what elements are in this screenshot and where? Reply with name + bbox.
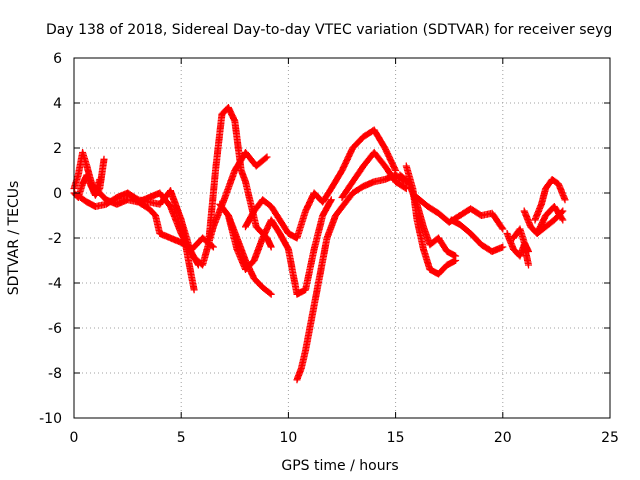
y-tick-label: -2: [48, 231, 62, 247]
x-tick-label: 25: [601, 430, 619, 446]
data-points-arc-16: [447, 216, 507, 255]
data-points-arc-6: [167, 149, 271, 269]
series-arc-9: [224, 196, 335, 298]
data-points-arc-21: [533, 207, 567, 237]
data-points-arc-7: [205, 104, 275, 251]
data-points-arc-9: [224, 196, 335, 298]
ticks: [73, 57, 611, 419]
series-arc-12: [338, 149, 410, 201]
y-tick-labels: -10 -8 -6 -4 -2 0 2 4 6: [39, 51, 62, 427]
y-tick-label: 0: [53, 186, 62, 202]
series-arc-15: [413, 194, 507, 233]
series-arc-18: [510, 225, 532, 255]
x-tick-label: 10: [279, 430, 297, 446]
data-layer: [70, 104, 569, 384]
series-arc-21: [533, 207, 567, 237]
series-arc-10: [242, 126, 400, 242]
data-points-arc-15: [413, 194, 507, 233]
x-tick-label: 0: [70, 430, 79, 446]
series-arc-7: [205, 104, 275, 251]
x-tick-labels: 0 5 10 15 20 25: [70, 430, 619, 446]
data-points-arc-18: [510, 225, 532, 255]
y-tick-label: -10: [39, 411, 62, 427]
y-tick-label: -6: [48, 321, 62, 337]
y-tick-label: 4: [53, 96, 62, 112]
series-arc-11: [293, 171, 410, 384]
y-tick-label: 2: [53, 141, 62, 157]
data-points-arc-12: [338, 149, 410, 201]
series-arc-14: [402, 162, 460, 278]
series-arc-20: [531, 176, 569, 224]
y-tick-label: -4: [48, 276, 62, 292]
x-tick-label: 20: [494, 430, 512, 446]
series-arc-6: [167, 149, 271, 269]
y-axis-title: SDTVAR / TECUs: [6, 181, 22, 296]
x-tick-label: 15: [387, 430, 405, 446]
grid: [74, 58, 610, 418]
x-tick-label: 5: [177, 430, 186, 446]
chart-title: Day 138 of 2018, Sidereal Day-to-day VTE…: [46, 22, 612, 38]
data-points-arc-10: [242, 126, 400, 242]
data-points-arc-11: [293, 171, 410, 384]
data-points-arc-14: [402, 162, 460, 278]
series-arc-16: [447, 216, 507, 255]
y-tick-label: -8: [48, 366, 62, 382]
y-tick-label: 6: [53, 51, 62, 67]
data-points-arc-20: [531, 176, 569, 224]
x-axis-title: GPS time / hours: [281, 458, 398, 474]
